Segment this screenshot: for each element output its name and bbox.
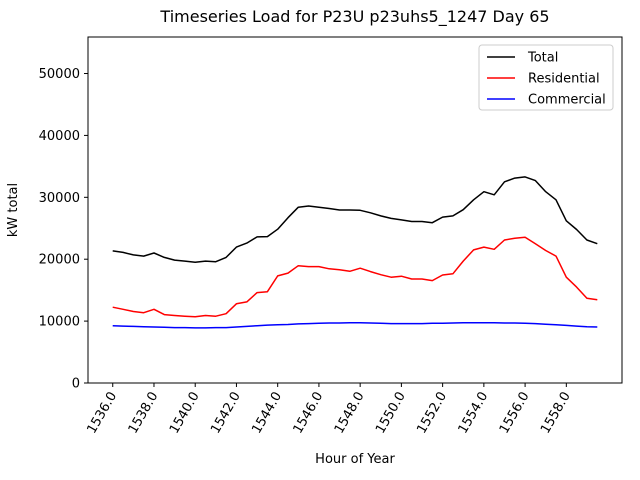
x-tick-label: 1554.0 [456, 390, 492, 437]
x-tick-label: 1550.0 [373, 390, 409, 437]
legend-box [478, 44, 614, 111]
x-tick-label: 1542.0 [208, 390, 244, 437]
legend-label: Residential [528, 72, 600, 87]
y-tick-label: 50000 [39, 67, 80, 82]
x-tick-label: 1536.0 [84, 390, 120, 437]
x-tick-label: 1538.0 [126, 390, 162, 437]
legend-label: Total [527, 51, 558, 66]
y-tick-label: 20000 [39, 253, 80, 268]
x-tick-label: 1548.0 [332, 390, 368, 437]
x-axis-label: Hour of Year [315, 452, 395, 467]
series-line-total [112, 176, 598, 264]
chart-title: Timeseries Load for P23U p23uhs5_1247 Da… [159, 7, 549, 27]
plot-frame [87, 36, 623, 384]
series-line-residential [112, 236, 598, 318]
x-tick-label: 1552.0 [414, 390, 450, 437]
x-tick-label: 1558.0 [538, 390, 574, 437]
x-tick-label: 1544.0 [249, 390, 285, 437]
y-tick-label: 10000 [39, 315, 80, 330]
y-tick-label: 40000 [39, 129, 80, 144]
legend-label: Commercial [528, 93, 606, 108]
y-tick-label: 30000 [39, 191, 80, 206]
y-axis-label: kW total [6, 183, 21, 237]
y-tick-label: 0 [72, 377, 80, 392]
series-line-commercial [112, 321, 598, 329]
x-tick-label: 1540.0 [167, 390, 203, 437]
x-tick-label: 1546.0 [291, 390, 327, 437]
x-tick-label: 1556.0 [497, 390, 533, 437]
